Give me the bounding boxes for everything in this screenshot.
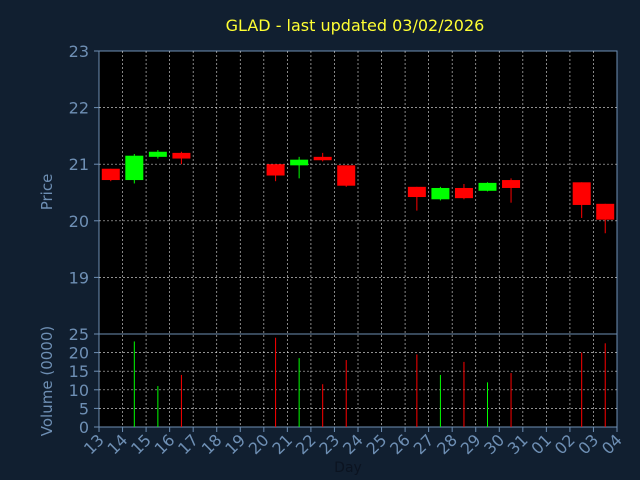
candle-body	[101, 168, 120, 181]
chart-title: GLAD - last updated 03/02/2026	[226, 16, 485, 35]
candle-body	[502, 180, 521, 188]
grid-lines	[99, 51, 617, 427]
candle-body	[337, 165, 356, 186]
x-axis-label: Day	[334, 460, 362, 476]
volume-axis-label: Volume (0000)	[38, 326, 56, 436]
volume-tick-label: 25	[69, 325, 89, 344]
volume-bars	[133, 337, 606, 427]
candle-body	[290, 159, 309, 166]
price-tick-label: 21	[69, 155, 89, 174]
price-tick-labels: 19 20 21 22 23	[69, 42, 99, 287]
candle-body	[172, 152, 191, 159]
candle-body	[454, 187, 473, 199]
candle-body	[431, 187, 450, 200]
price-tick-label: 20	[69, 212, 89, 231]
volume-tick-label: 5	[79, 399, 89, 418]
price-candles	[101, 150, 615, 234]
price-axis-label: Price	[38, 174, 56, 211]
candle-body	[125, 155, 144, 181]
candle-body	[148, 151, 167, 157]
candle-body	[407, 186, 426, 198]
price-tick-label: 22	[69, 99, 89, 118]
candle-body	[313, 156, 332, 161]
candle-body	[266, 164, 285, 176]
volume-tick-label: 20	[69, 344, 89, 363]
price-tick-label: 23	[69, 42, 89, 61]
candle-body	[596, 203, 615, 220]
volume-tick-label: 0	[79, 418, 89, 437]
candle-body	[572, 182, 591, 205]
volume-tick-label: 15	[69, 362, 89, 381]
price-tick-label: 19	[69, 268, 89, 287]
volume-tick-label: 10	[69, 381, 89, 400]
candle-body	[478, 182, 497, 191]
